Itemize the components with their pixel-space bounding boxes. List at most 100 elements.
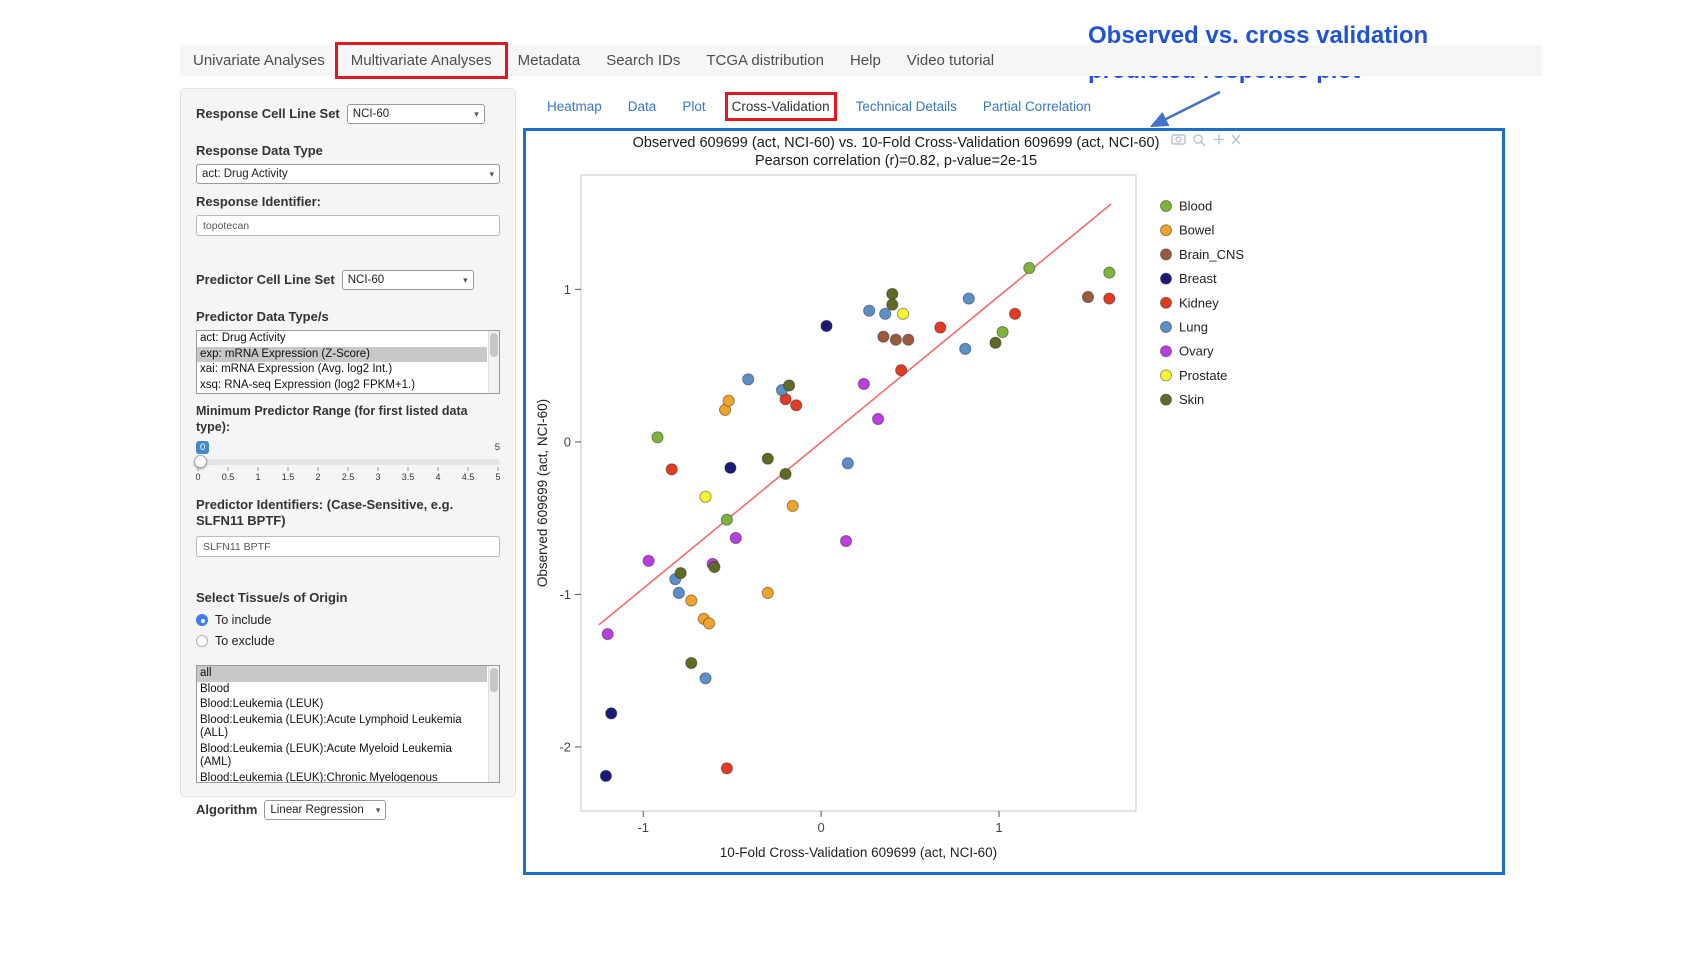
chevron-down-icon: ▾ <box>489 168 494 179</box>
chevron-down-icon: ▾ <box>463 274 468 285</box>
predictor-cell-line-set-label: Predictor Cell Line Set <box>196 272 335 287</box>
slider-max-label: 5 <box>494 442 500 453</box>
scatter-point-lung <box>841 457 854 470</box>
option-blood-leukemia-leuk-acute-lymphoid-leukemia-all[interactable]: Blood:Leukemia (LEUK):Acute Lymphoid Leu… <box>200 713 462 740</box>
subtab-technical-details[interactable]: Technical Details <box>855 99 957 114</box>
response-data-type-label: Response Data Type <box>196 143 323 158</box>
predictor-data-type-list[interactable]: act: Drug Activity exp: mRNA Expression (… <box>196 330 500 394</box>
response-identifier-input[interactable] <box>196 215 500 236</box>
scatter-point-ovary <box>729 531 742 545</box>
legend-item-breast[interactable]: Breast <box>1160 271 1217 286</box>
nav-tab-help[interactable]: Help <box>849 52 881 69</box>
subtab-heatmap[interactable]: Heatmap <box>547 99 602 114</box>
zoom-icon[interactable] <box>1193 134 1206 147</box>
legend-item-ovary[interactable]: Ovary <box>1160 344 1215 359</box>
radio-label: To include <box>215 613 272 627</box>
slider-tick <box>257 467 259 471</box>
radio-to-include[interactable]: To include <box>196 613 500 627</box>
scrollbar-thumb[interactable] <box>490 668 498 692</box>
scatter-point-blood <box>651 431 664 444</box>
scatter-point-skin <box>685 656 698 670</box>
scatter-point-lung <box>962 292 975 305</box>
legend-item-prostate[interactable]: Prostate <box>1160 368 1228 383</box>
y-tick-label: 1 <box>564 282 571 297</box>
radio-label: To exclude <box>215 634 275 648</box>
y-tick-label: 0 <box>564 434 571 449</box>
chart-title: Observed 609699 (act, NCI-60) vs. 10-Fol… <box>633 135 1160 151</box>
slider-tick <box>317 467 319 471</box>
predictor-identifiers-input[interactable] <box>196 536 500 557</box>
legend-label: Prostate <box>1179 368 1227 383</box>
scatter-point-skin <box>989 336 1002 349</box>
response-data-type-select[interactable]: act: Drug Activity ▾ <box>196 164 500 184</box>
scrollbar[interactable] <box>488 666 499 782</box>
radio-button-icon[interactable] <box>196 635 208 647</box>
predictor-cell-line-set-select[interactable]: NCI-60 ▾ <box>341 270 474 290</box>
sidebar-panel: Response Cell Line Set NCI-60 ▾ Response… <box>180 88 516 820</box>
radio-to-exclude[interactable]: To exclude <box>196 634 500 648</box>
response-cell-line-set-value: NCI-60 <box>352 108 390 120</box>
option-blood-leukemia-leuk-acute-myeloid-leukemia-aml[interactable]: Blood:Leukemia (LEUK):Acute Myeloid Leuk… <box>200 742 452 769</box>
min-predictor-range-slider[interactable]: 0 5 0 0.5 1 1.5 2 2.5 3 3.5 4 4.5 5 <box>194 441 501 487</box>
pan-icon[interactable] <box>1214 134 1224 145</box>
slider-tick <box>497 467 499 471</box>
option-exp-mrna-expression-z-score[interactable]: exp: mRNA Expression (Z-Score) <box>197 346 487 362</box>
slider-handle[interactable] <box>194 455 207 468</box>
legend-item-brain-cns[interactable]: Brain_CNS <box>1160 247 1245 262</box>
reset-axes-icon[interactable] <box>1231 134 1241 145</box>
option-xsq-rna-seq-expression-log2-fpkm-1[interactable]: xsq: RNA-seq Expression (log2 FPKM+1.) <box>200 378 416 391</box>
subtab-data[interactable]: Data <box>627 99 657 114</box>
slider-tick-label: 3.5 <box>401 472 415 482</box>
slider-track[interactable] <box>194 455 500 468</box>
nav-tab-multivariate-analyses[interactable]: Multivariate Analyses <box>334 42 508 79</box>
y-tick-label: -2 <box>559 739 571 754</box>
subtab-cross-validation[interactable]: Cross-Validation <box>724 92 837 121</box>
legend-item-skin[interactable]: Skin <box>1160 392 1205 407</box>
legend-label: Breast <box>1179 271 1217 286</box>
subtab-plot[interactable]: Plot <box>682 99 706 114</box>
nav-tab-tcga-distribution[interactable]: TCGA distribution <box>706 52 824 69</box>
scatter-point-blood <box>720 513 733 526</box>
regression-line <box>598 203 1112 626</box>
subtab-partial-correlation[interactable]: Partial Correlation <box>982 99 1091 114</box>
slider-tick-label: 1 <box>255 472 261 482</box>
cross-validation-scatter-plot: Observed 609699 (act, NCI-60) vs. 10-Fol… <box>535 134 1245 860</box>
x-tick-label: 1 <box>995 820 1002 835</box>
tissue-list[interactable]: all Blood Blood:Leukemia (LEUK) Blood:Leuke… <box>196 665 500 783</box>
y-tick-label: -1 <box>559 587 571 602</box>
option-xai-mrna-expression-avg-log2-int[interactable]: xai: mRNA Expression (Avg. log2 Int.) <box>200 363 393 375</box>
scatter-point-brain-cns <box>889 333 902 346</box>
nav-tab-metadata[interactable]: Metadata <box>517 52 581 69</box>
option-all[interactable]: all <box>197 666 487 682</box>
option-blood-leukemia-leuk[interactable]: Blood:Leukemia (LEUK) <box>200 698 324 710</box>
nav-tab-video-tutorial[interactable]: Video tutorial <box>906 52 995 69</box>
legend-item-blood[interactable]: Blood <box>1160 199 1213 214</box>
y-axis-label: Observed 609699 (act, NCI-60) <box>535 399 550 587</box>
slider-tick-label: 4.5 <box>461 472 475 482</box>
slider-tick-label: 0.5 <box>221 472 235 482</box>
scrollbar[interactable] <box>488 331 499 393</box>
option-blood-leukemia-leuk-chronic-myelogenous-leukemia-cml[interactable]: Blood:Leukemia (LEUK):Chronic Myelogenou… <box>200 771 438 783</box>
x-tick-label: -1 <box>637 820 649 835</box>
option-blood[interactable]: Blood <box>200 682 230 695</box>
slider-tick <box>407 467 409 471</box>
scatter-point-kidney <box>934 321 947 334</box>
legend-item-bowel[interactable]: Bowel <box>1160 223 1215 238</box>
algorithm-select[interactable]: Linear Regression ▾ <box>264 800 387 820</box>
scatter-point-breast <box>605 707 618 720</box>
response-cell-line-set-select[interactable]: NCI-60 ▾ <box>346 104 485 124</box>
radio-button-icon[interactable] <box>196 614 208 626</box>
option-act-drug-activity[interactable]: act: Drug Activity <box>200 332 286 344</box>
nav-tab-univariate-analyses[interactable]: Univariate Analyses <box>193 52 325 69</box>
scrollbar-thumb[interactable] <box>490 333 498 357</box>
legend-label: Bowel <box>1179 223 1215 238</box>
legend-label: Lung <box>1179 320 1208 335</box>
legend-item-lung[interactable]: Lung <box>1160 320 1208 335</box>
camera-icon[interactable] <box>1171 134 1186 145</box>
scatter-point-lung <box>742 373 755 386</box>
top-nav: Univariate Analyses Multivariate Analyses… <box>180 42 1542 79</box>
legend-item-kidney[interactable]: Kidney <box>1160 295 1220 310</box>
scatter-point-bowel <box>761 586 774 599</box>
nav-tab-search-ids[interactable]: Search IDs <box>606 52 681 69</box>
